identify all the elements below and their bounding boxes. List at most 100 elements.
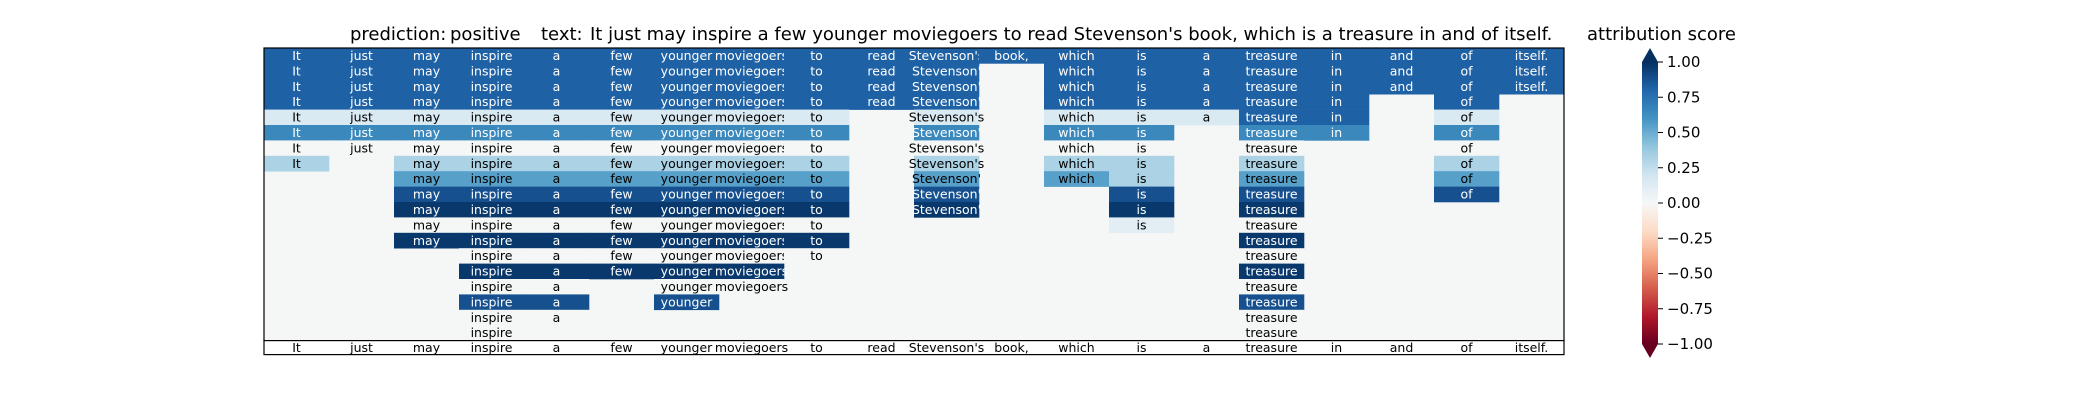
heatmap-cell: [1499, 48, 1565, 64]
heatmap-cell-label: of: [1460, 48, 1473, 63]
heatmap-cell-label: treasure: [1245, 110, 1297, 125]
sentence-token: It: [292, 340, 301, 355]
heatmap-cell-label: It: [292, 48, 301, 63]
heatmap-cell-label: to: [810, 187, 823, 202]
heatmap-cell: [589, 109, 655, 126]
heatmap-cell-label: Stevenson': [912, 63, 981, 78]
heatmap-cell: [329, 109, 395, 126]
heatmap-cell-label: inspire: [471, 279, 513, 294]
heatmap-cell: [394, 125, 460, 141]
sentence-token: moviegoers: [715, 340, 788, 355]
heatmap-cell: [914, 78, 980, 95]
heatmap-cell-label: a: [553, 48, 561, 63]
heatmap-cell: [264, 140, 330, 157]
heatmap-cell-label: is: [1137, 94, 1147, 109]
heatmap-cell: [654, 48, 720, 64]
heatmap-cell-label: younger: [661, 248, 714, 263]
heatmap-cell: [589, 202, 655, 218]
heatmap-cell: [654, 294, 720, 311]
heatmap-cell: [459, 325, 525, 341]
heatmap-cell-label: a: [1203, 48, 1211, 63]
heatmap-cell: [1109, 109, 1175, 126]
heatmap-cell: [719, 48, 785, 64]
heatmap-cell: [524, 279, 590, 295]
heatmap-cell: [1239, 140, 1305, 157]
heatmap-cell-label: a: [553, 156, 561, 171]
heatmap-cell-label: few: [610, 202, 632, 217]
heatmap-cell-label: a: [553, 264, 561, 279]
heatmap-cell-label: a: [553, 233, 561, 248]
heatmap-cell-label: younger: [661, 140, 714, 155]
heatmap-cell-label: inspire: [471, 233, 513, 248]
sentence-token: which: [1058, 340, 1094, 355]
heatmap-cell: [654, 263, 720, 280]
heatmap-cell: [1304, 63, 1370, 80]
heatmap-cell: [589, 171, 655, 187]
heatmap-cell-label: inspire: [471, 310, 513, 325]
heatmap-cell-label: is: [1137, 48, 1147, 63]
heatmap-cell-label: few: [610, 125, 632, 140]
heatmap-cell-label: moviegoers: [715, 156, 788, 171]
heatmap-cell: [719, 263, 785, 280]
heatmap-cell-label: treasure: [1245, 156, 1297, 171]
heatmap-cell: [719, 232, 785, 249]
heatmap-cell-label: which: [1058, 125, 1094, 140]
prediction-value: positive: [450, 24, 521, 45]
heatmap-cell-label: Stevenson's: [909, 48, 985, 63]
heatmap-cell: [654, 140, 720, 157]
heatmap-cell-label: few: [610, 94, 632, 109]
heatmap-cell-label: few: [610, 171, 632, 186]
heatmap-cell-label: to: [810, 79, 823, 94]
heatmap-cell-label: inspire: [471, 110, 513, 125]
heatmap-cell: [1239, 171, 1305, 187]
heatmap-cell: [524, 248, 590, 264]
heatmap-cell-label: moviegoers: [715, 202, 788, 217]
heatmap-cell: [1174, 109, 1240, 126]
heatmap-cell: [784, 140, 850, 157]
heatmap-cell-label: It: [292, 94, 301, 109]
heatmap-cell-label: to: [810, 248, 823, 263]
heatmap-cell: [1239, 63, 1305, 80]
heatmap-cell: [719, 109, 785, 126]
heatmap-cell: [719, 140, 785, 157]
heatmap-cell: [719, 78, 785, 95]
heatmap-cell-label: which: [1058, 140, 1094, 155]
heatmap-cell-label: few: [610, 110, 632, 125]
heatmap-cell-label: which: [1058, 171, 1094, 186]
heatmap-cell-label: treasure: [1245, 63, 1297, 78]
heatmap-cell: [1304, 48, 1370, 64]
heatmap-cell: [1239, 325, 1305, 341]
heatmap-cell-label: younger: [661, 63, 714, 78]
heatmap-cell: [654, 63, 720, 80]
heatmap-cell-label: a: [553, 63, 561, 78]
heatmap-cell: [1109, 63, 1175, 80]
sentence-token: to: [810, 340, 823, 355]
heatmap-cell-label: younger: [661, 156, 714, 171]
heatmap-cell: [394, 48, 460, 64]
heatmap-cell: [524, 202, 590, 218]
heatmap-cell-label: It: [292, 79, 301, 94]
sentence-token: is: [1137, 340, 1147, 355]
heatmap-cell: [1499, 63, 1565, 80]
heatmap-cell: [329, 125, 395, 141]
heatmap-cell-label: younger: [661, 233, 714, 248]
heatmap-cell: [264, 78, 330, 95]
heatmap-cell: [1239, 125, 1305, 141]
heatmap-cell: [654, 109, 720, 126]
heatmap-cell: [784, 232, 850, 249]
heatmap-cell-label: just: [349, 79, 373, 94]
heatmap-cell-label: a: [553, 94, 561, 109]
heatmap-cell: [1304, 125, 1370, 141]
heatmap-cell: [264, 125, 330, 141]
heatmap-cell: [1239, 263, 1305, 280]
heatmap-cell-label: a: [1203, 63, 1211, 78]
heatmap-cell-label: may: [413, 187, 441, 202]
heatmap-cell-label: a: [553, 294, 561, 309]
heatmap-cell-label: and: [1390, 48, 1414, 63]
colorbar-tick-label: 0.75: [1667, 88, 1700, 106]
heatmap-cell-label: treasure: [1245, 217, 1297, 232]
heatmap-cell-label: few: [610, 264, 632, 279]
heatmap-cell-label: a: [553, 140, 561, 155]
heatmap-cell: [524, 94, 590, 110]
heatmap-cell-label: inspire: [471, 125, 513, 140]
